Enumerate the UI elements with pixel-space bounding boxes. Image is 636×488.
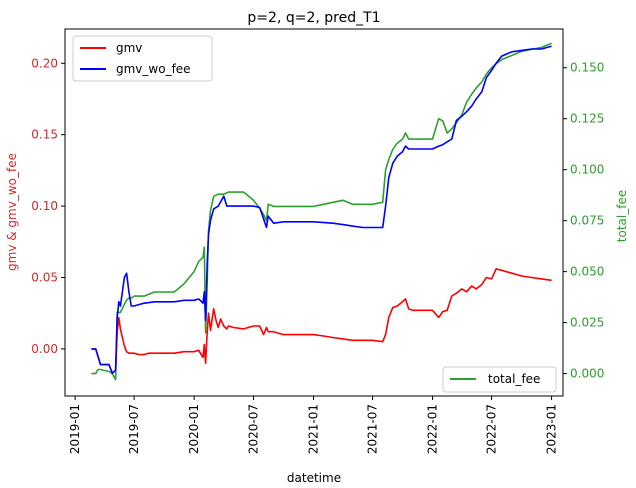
y-left-tick-label: 0.20	[31, 56, 58, 70]
x-tick-label: 2019-07	[127, 404, 141, 454]
series-line-gmv	[91, 268, 552, 375]
x-tick-label: 2022-07	[485, 404, 499, 454]
legend-total-fee-label: total_fee	[488, 372, 540, 386]
y-right-tick-label: 0.150	[570, 61, 604, 75]
legend-right: total_fee	[442, 366, 557, 393]
chart-title: p=2, q=2, pred_T1	[247, 10, 380, 26]
axes: 2019-01 2019-07 2020-01 2020-07 2021-01 2021-…	[31, 56, 604, 454]
series-lines	[91, 42, 552, 381]
legend-gmv-label: gmv	[116, 41, 142, 55]
legend-left-box	[72, 35, 213, 82]
series-line-gmv-wo-fee	[91, 45, 552, 375]
y-axis-left-label: gmv & gmv_wo_fee	[5, 153, 19, 271]
plot-frame	[64, 28, 564, 397]
y-left-tick-label: 0.10	[31, 199, 58, 213]
y-left-tick-label: 0.05	[31, 270, 58, 284]
y-left-tick-label: 0.15	[31, 128, 58, 142]
y-axis-right-label: total_fee	[615, 190, 629, 242]
y-left-tick-label: 0.00	[31, 342, 58, 356]
x-tick-label: 2019-01	[68, 404, 82, 454]
series-line-total-fee	[91, 42, 552, 381]
legend-right-box	[442, 366, 557, 393]
y-right-tick-label: 0.075	[570, 214, 604, 228]
x-tick-label: 2021-01	[307, 404, 321, 454]
x-tick-label: 2020-01	[187, 404, 201, 454]
y-right-tick-label: 0.000	[570, 367, 604, 381]
x-tick-label: 2020-07	[247, 404, 261, 454]
y-right-tick-label: 0.125	[570, 112, 604, 126]
y-right-tick-label: 0.050	[570, 265, 604, 279]
x-tick-label: 2021-07	[366, 404, 380, 454]
x-axis-label: datetime	[287, 471, 341, 485]
y-right-tick-label: 0.025	[570, 316, 604, 330]
legend-left: gmv gmv_wo_fee	[72, 35, 213, 82]
legend-gmv-wo-fee-label: gmv_wo_fee	[116, 62, 191, 76]
x-tick-label: 2023-01	[545, 404, 559, 454]
y-right-tick-label: 0.100	[570, 163, 604, 177]
x-tick-label: 2022-01	[426, 404, 440, 454]
